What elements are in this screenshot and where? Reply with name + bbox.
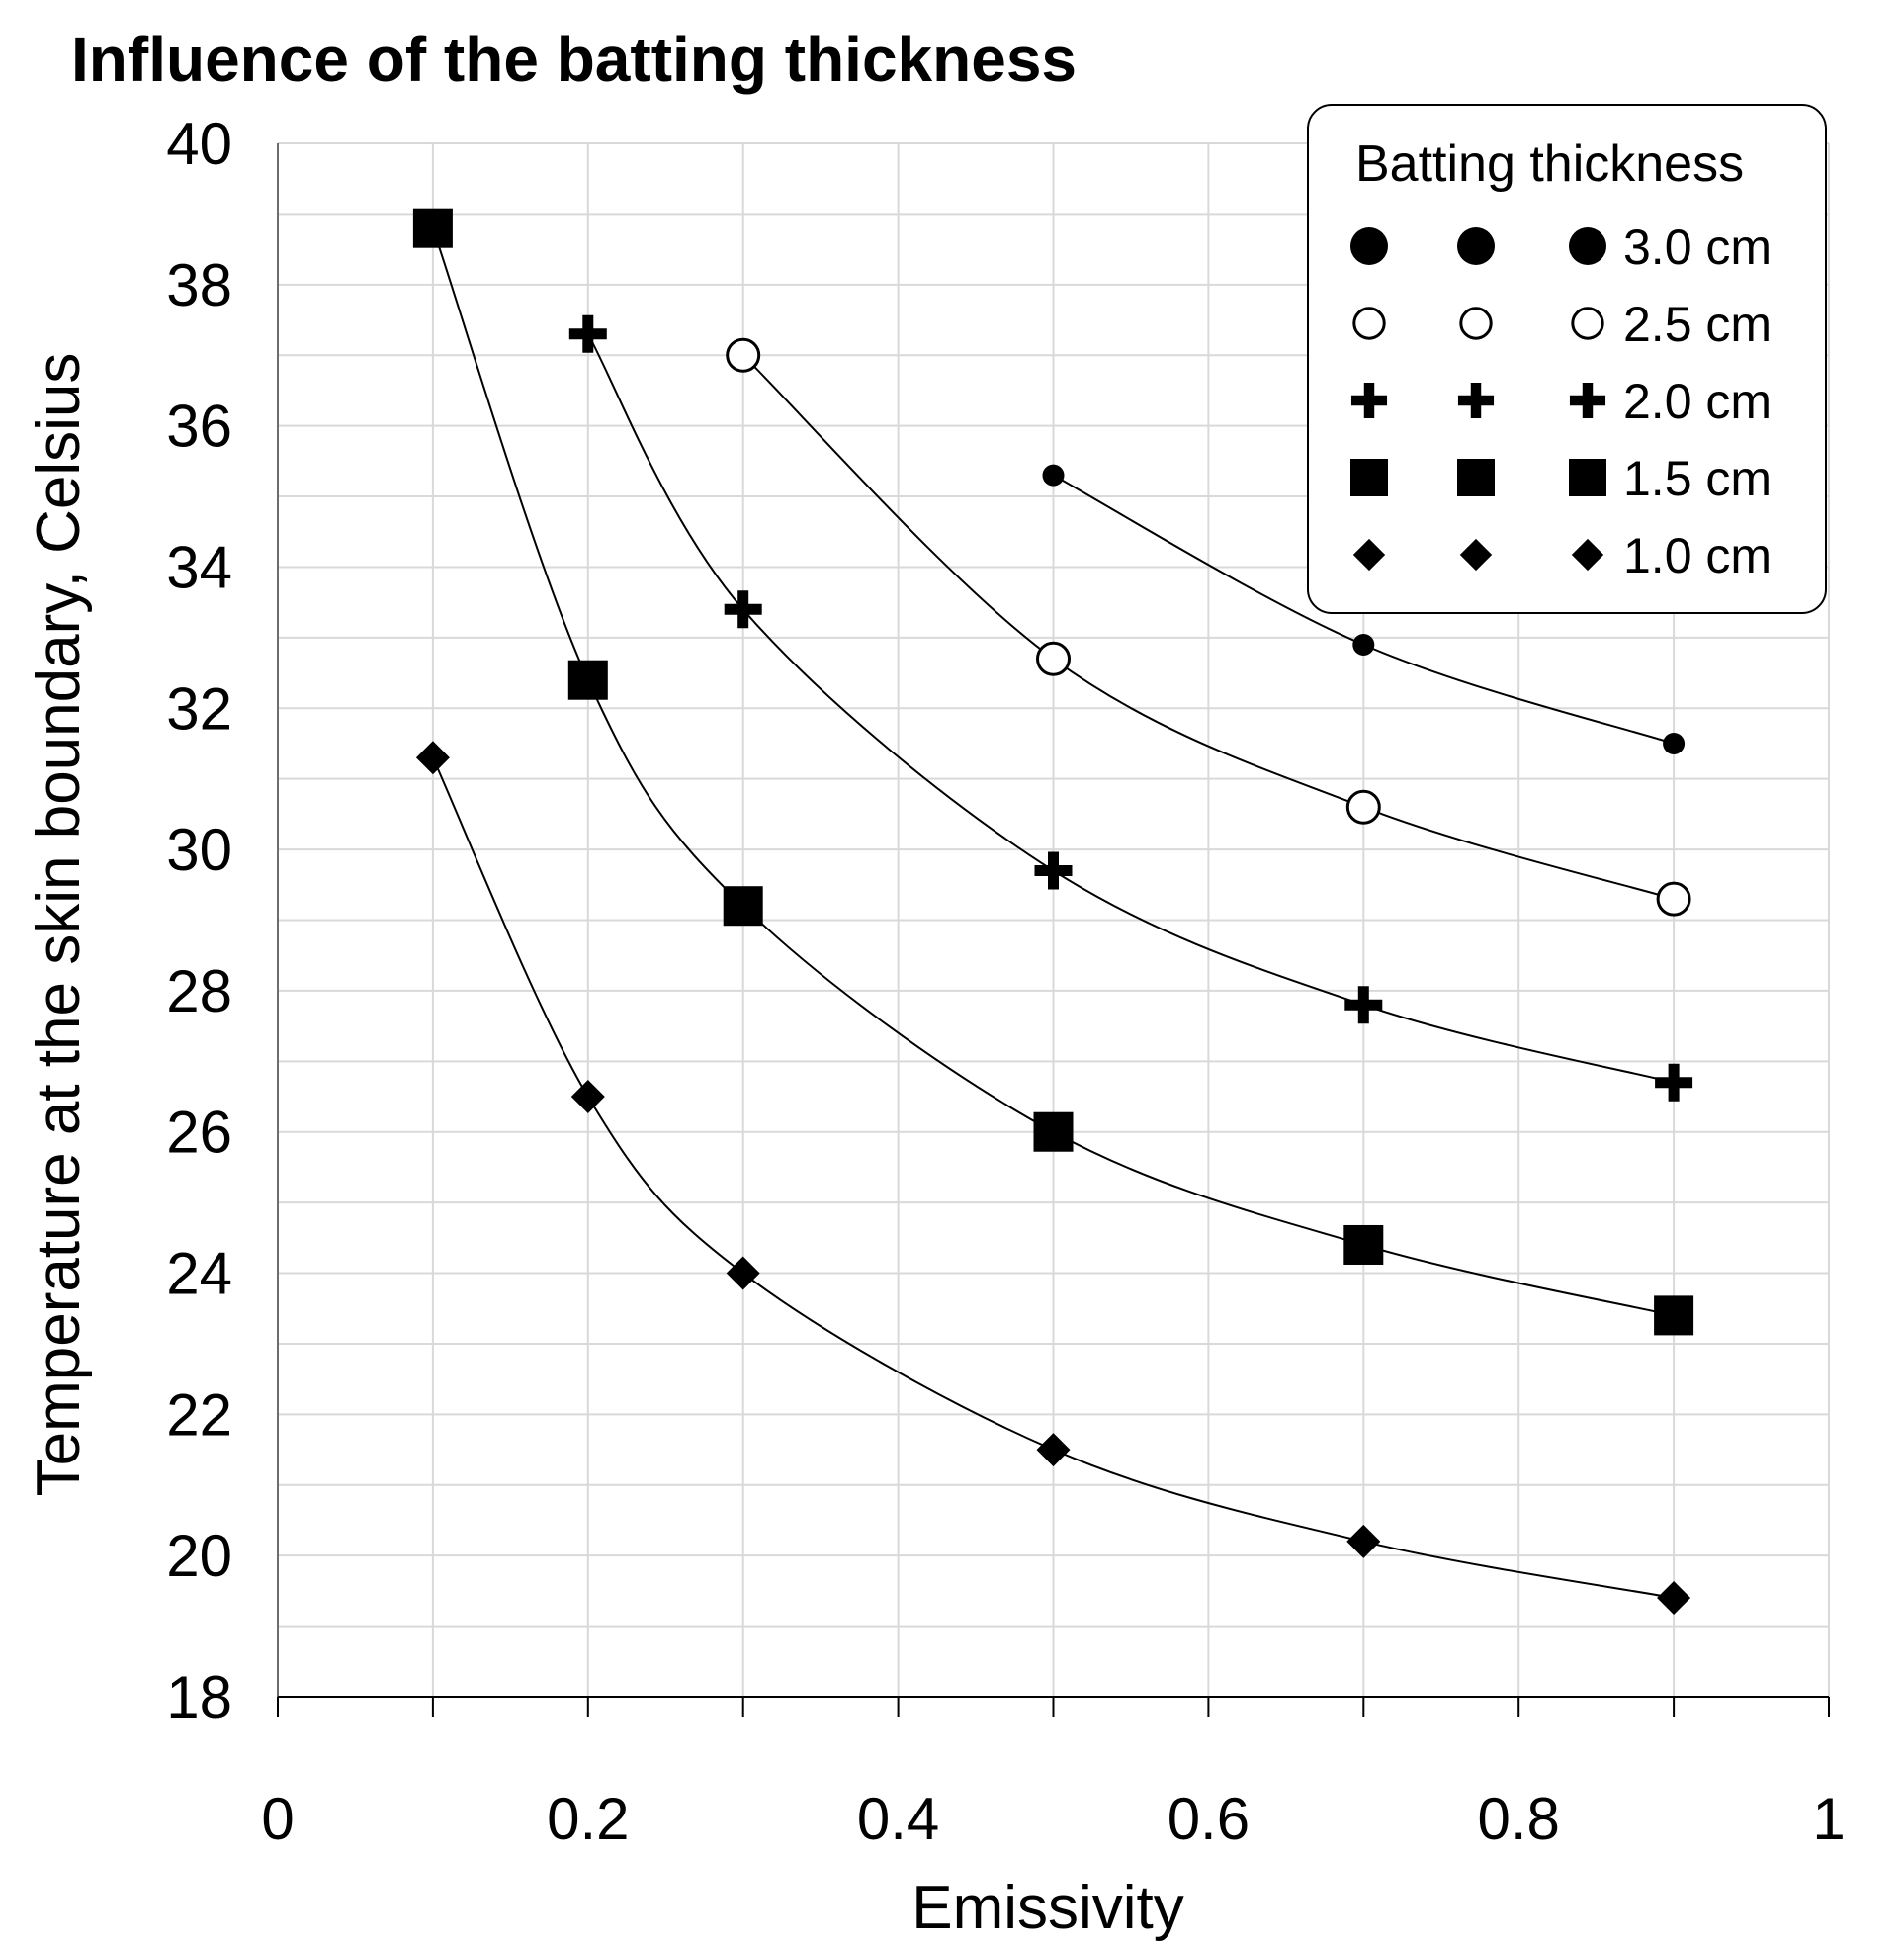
series-line xyxy=(431,756,1675,1600)
data-point xyxy=(1346,1524,1381,1558)
x-tick-label: 0.6 xyxy=(1168,1786,1250,1852)
data-point xyxy=(567,660,608,700)
data-point xyxy=(1344,986,1383,1024)
data-point xyxy=(1034,851,1073,890)
y-tick-label: 22 xyxy=(166,1381,232,1448)
legend-marker xyxy=(1350,382,1388,419)
legend-marker xyxy=(1571,538,1604,572)
x-tick-labels: 0 0.2 0.4 0.6 0.8 1 xyxy=(261,1786,1845,1852)
y-tick-label: 26 xyxy=(166,1100,232,1166)
legend-label: 1.0 cm xyxy=(1623,528,1772,583)
series-line xyxy=(431,227,1675,1317)
y-tick-label: 40 xyxy=(166,111,232,177)
y-tick-label: 20 xyxy=(166,1523,232,1589)
data-point xyxy=(1655,1063,1693,1102)
legend-label: 3.0 cm xyxy=(1623,220,1772,275)
y-tick-label: 18 xyxy=(166,1664,232,1730)
legend-marker xyxy=(1350,459,1388,496)
data-point xyxy=(1656,881,1691,917)
data-point xyxy=(1036,641,1071,676)
data-point xyxy=(1343,1224,1384,1265)
legend-label: 2.5 cm xyxy=(1623,297,1772,352)
y-axis-label: Temperature at the skin boundary, Celsiu… xyxy=(25,353,93,1497)
legend-item: 2.5 cm xyxy=(1352,297,1772,352)
legend-marker xyxy=(1569,227,1606,265)
legend-label: 2.0 cm xyxy=(1623,374,1772,429)
x-tick-label: 1 xyxy=(1812,1786,1845,1852)
y-tick-labels: 40 38 36 34 32 30 28 26 24 22 20 18 xyxy=(166,111,232,1730)
y-tick-label: 38 xyxy=(166,252,232,318)
data-point xyxy=(726,1256,760,1290)
legend-marker xyxy=(1459,307,1493,340)
y-tick-label: 30 xyxy=(166,817,232,883)
legend-title: Batting thickness xyxy=(1355,135,1744,193)
chart-title: Influence of the batting thickness xyxy=(71,24,1077,95)
x-tick-label: 0 xyxy=(261,1786,294,1852)
legend-items: 3.0 cm 2.5 cm 2.0 cm 1.5 cm 1.0 cm xyxy=(1350,220,1772,583)
series-1-0-cm xyxy=(415,741,1691,1616)
data-point xyxy=(1352,634,1375,657)
x-axis-label: Emissivity xyxy=(911,1874,1184,1942)
y-tick-label: 32 xyxy=(166,675,232,742)
series-2-5-cm xyxy=(726,337,1691,917)
data-point xyxy=(723,886,763,927)
series-3-0-cm xyxy=(1042,464,1686,754)
legend-marker xyxy=(1569,382,1606,419)
legend-marker xyxy=(1571,307,1604,340)
series-1-5-cm xyxy=(412,208,1694,1336)
y-tick-label: 24 xyxy=(166,1241,232,1307)
data-point xyxy=(726,337,761,373)
series-line xyxy=(742,354,1675,901)
legend-marker xyxy=(1457,382,1495,419)
series-layer xyxy=(412,208,1694,1616)
data-point xyxy=(1042,464,1065,487)
legend: Batting thickness 3.0 cm 2.5 cm 2.0 cm 1.5 … xyxy=(1307,104,1827,614)
y-tick-label: 34 xyxy=(166,534,232,600)
data-point xyxy=(1654,1295,1694,1336)
data-point xyxy=(1033,1111,1074,1152)
series-2-0-cm xyxy=(568,314,1693,1102)
data-point xyxy=(1657,1581,1691,1616)
data-point xyxy=(1036,1433,1071,1467)
data-point xyxy=(570,1080,605,1114)
legend-marker xyxy=(1352,538,1386,572)
x-tick-label: 0.4 xyxy=(857,1786,939,1852)
data-point xyxy=(568,314,607,353)
legend-item: 1.5 cm xyxy=(1350,451,1772,506)
legend-marker xyxy=(1352,307,1386,340)
legend-item: 3.0 cm xyxy=(1350,220,1772,275)
data-point xyxy=(1663,732,1686,754)
data-point xyxy=(415,741,450,775)
legend-marker xyxy=(1459,538,1493,572)
data-point xyxy=(724,590,762,629)
legend-marker xyxy=(1457,227,1495,265)
y-tick-label: 28 xyxy=(166,958,232,1024)
legend-marker xyxy=(1569,459,1606,496)
legend-item: 1.0 cm xyxy=(1352,528,1772,583)
data-point xyxy=(412,208,453,248)
x-tick-label: 0.8 xyxy=(1477,1786,1559,1852)
legend-item: 2.0 cm xyxy=(1350,374,1772,429)
legend-marker xyxy=(1457,459,1495,496)
y-tick-label: 36 xyxy=(166,394,232,460)
legend-label: 1.5 cm xyxy=(1623,451,1772,506)
legend-marker xyxy=(1350,227,1388,265)
data-point xyxy=(1345,789,1381,825)
x-tick-label: 0.2 xyxy=(547,1786,629,1852)
legend-box xyxy=(1307,104,1827,614)
axes xyxy=(277,143,1830,1717)
